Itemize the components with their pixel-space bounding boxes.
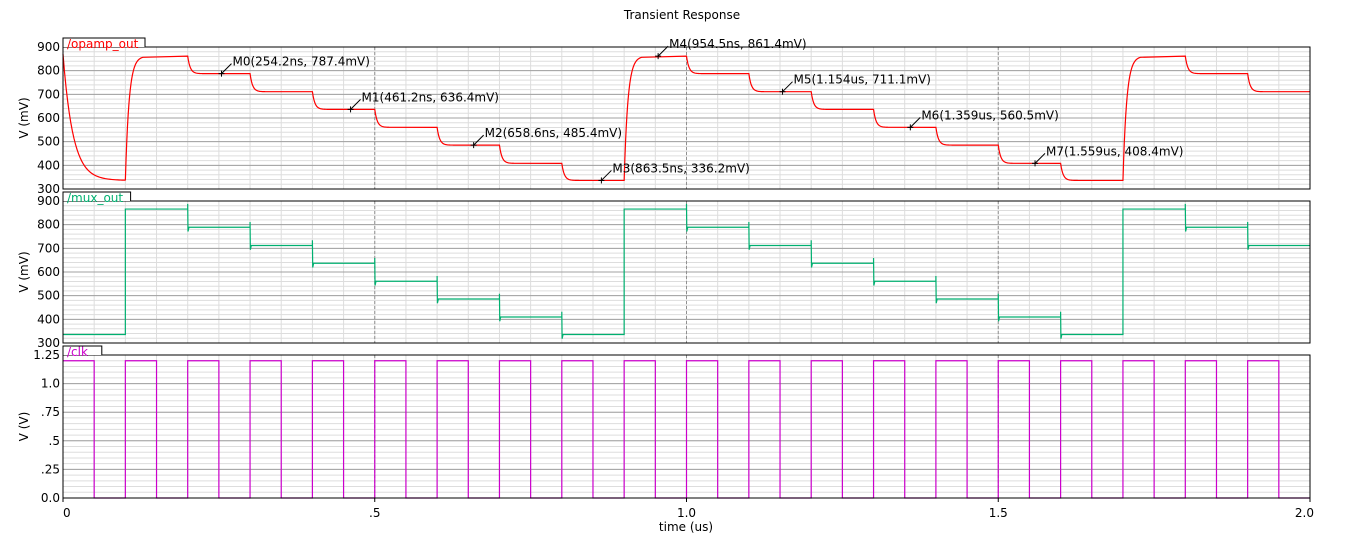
y-tick-label: 700: [37, 87, 60, 101]
plot-border: [62, 46, 1311, 190]
x-axis: 0 .5 1.0 1.5 2.0: [62, 498, 1314, 520]
y-tick-label: 0.0: [41, 491, 60, 505]
marker-label: M3(863.5ns, 336.2mV): [612, 161, 749, 175]
series-line-clk: [63, 360, 1310, 499]
panel-mux: 900 800 700 600 500 400 300 V (mV) /mux_out: [17, 191, 1311, 350]
y-tick-label: .25: [41, 462, 60, 476]
marker-label: M7(1.559us, 408.4mV): [1046, 144, 1183, 158]
y-tick-label: .75: [41, 405, 60, 419]
signal-tab: [62, 37, 146, 47]
series-line-mux: [63, 203, 1310, 339]
signal-tab: [62, 345, 103, 355]
y-tick-label: 700: [37, 241, 60, 255]
x-axis-title: time (us): [659, 520, 713, 534]
marker-leader: [782, 81, 793, 93]
marker-leader: [1034, 152, 1046, 164]
y-tick-label: 1.0: [41, 377, 60, 391]
marker-label: M4(954.5ns, 861.4mV): [669, 37, 806, 51]
y-tick-label: 400: [37, 312, 60, 326]
chart-title: Transient Response: [623, 8, 740, 22]
panel-opamp: 900 800 700 600 500 400 300 V (mV) M0(254.2ns, 7…: [17, 37, 1311, 196]
y-tick-label: 1.25: [33, 348, 60, 362]
plot-border: [62, 200, 1311, 344]
y-tick-label: 600: [37, 111, 60, 125]
marker-leader: [221, 63, 232, 75]
signal-label-mux: /mux_out: [67, 191, 123, 205]
y-tick-label: 900: [37, 194, 60, 208]
y-tick-label: 300: [37, 182, 60, 196]
marker-leader: [601, 170, 612, 181]
x-tick-label: 2.0: [1295, 506, 1314, 520]
marker-leader: [473, 134, 484, 146]
marker-label: M2(658.6ns, 485.4mV): [485, 126, 622, 140]
signal-label-opamp: /opamp_out: [67, 37, 139, 51]
plot-panels: 900 800 700 600 500 400 300 V (mV) M0(254.2ns, 7…: [17, 37, 1311, 505]
y-tick-label: 800: [37, 64, 60, 78]
series-line-opamp: [62, 54, 1311, 182]
marker-label: M6(1.359us, 560.5mV): [921, 108, 1058, 122]
y-tick-label: 500: [37, 289, 60, 303]
y-tick-label: 900: [37, 40, 60, 54]
y-tick-label: 300: [37, 336, 60, 350]
y-axis-title: V (mV): [17, 251, 31, 292]
y-tick-label: .5: [49, 434, 60, 448]
signal-tab: [62, 191, 132, 201]
x-tick-label: 0: [63, 506, 71, 520]
signal-label-clk: /clk: [67, 345, 88, 359]
marker-label: M5(1.154us, 711.1mV): [794, 73, 931, 87]
y-axis-title: V (V): [17, 412, 31, 442]
y-tick-label: 600: [37, 265, 60, 279]
marker-label: M1(461.2ns, 636.4mV): [362, 90, 499, 104]
marker-leader: [350, 99, 361, 110]
x-tick-label: 1.0: [677, 506, 696, 520]
marker-leader: [909, 116, 921, 128]
y-axis-title: V (mV): [17, 97, 31, 138]
x-tick-label: 1.5: [989, 506, 1008, 520]
marker-label: M0(254.2ns, 787.4mV): [232, 55, 369, 69]
y-tick-label: 500: [37, 135, 60, 149]
panel-clk: 1.25 1.0 .75 .5 .25 0.0 V (V) /clk: [17, 345, 1311, 505]
y-tick-label: 400: [37, 158, 60, 172]
y-tick-label: 800: [37, 218, 60, 232]
marker-leader: [657, 45, 669, 57]
x-tick-label: .5: [369, 506, 380, 520]
